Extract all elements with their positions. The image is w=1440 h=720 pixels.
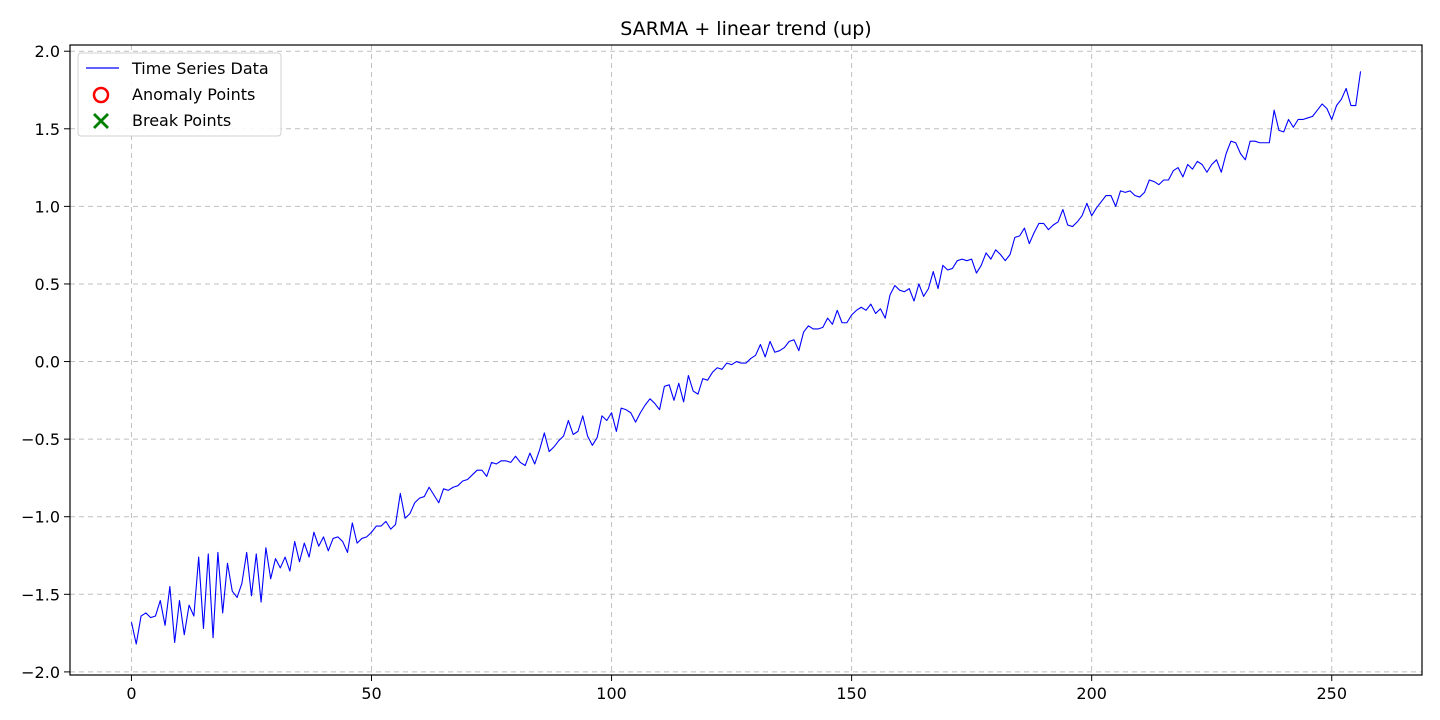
plot-frame (69, 44, 1423, 676)
legend-label-time-series: Time Series Data (131, 59, 269, 78)
y-tick-label: −0.5 (21, 430, 60, 449)
x-tick-label: 150 (836, 684, 867, 703)
y-tick-label: −1.5 (21, 585, 60, 604)
y-tick-label: −2.0 (21, 663, 60, 682)
y-tick-label: 1.5 (35, 120, 60, 139)
legend-label-break: Break Points (132, 111, 231, 130)
x-tick-label: 200 (1076, 684, 1107, 703)
series-line-time-series (130, 71, 1362, 645)
chart-title: SARMA + linear trend (up) (620, 18, 871, 40)
grid (70, 45, 1422, 675)
legend-break-x-marker (93, 113, 109, 129)
y-tick-label: −1.0 (21, 508, 60, 527)
y-tick-label: 0.5 (35, 275, 60, 294)
legend: Time Series Data Anomaly Points Break Po… (77, 52, 282, 137)
x-tick-label: 0 (126, 684, 136, 703)
x-tick-label: 100 (596, 684, 627, 703)
legend-box (77, 52, 282, 137)
legend-label-anomaly: Anomaly Points (132, 85, 255, 104)
x-tick-label: 250 (1316, 684, 1347, 703)
y-tick-label: 0.0 (35, 353, 60, 372)
axis-ticks: 0 50 100 150 200 250 −2.0 −1.5 −1.0 −0.5 0.0 0.5 1.0… (21, 42, 1347, 703)
legend-anomaly-circle-marker (92, 86, 110, 104)
y-tick-label: 2.0 (35, 42, 60, 61)
y-tick-label: 1.0 (35, 197, 60, 216)
x-tick-label: 50 (361, 684, 381, 703)
series-layer (130, 71, 1362, 645)
